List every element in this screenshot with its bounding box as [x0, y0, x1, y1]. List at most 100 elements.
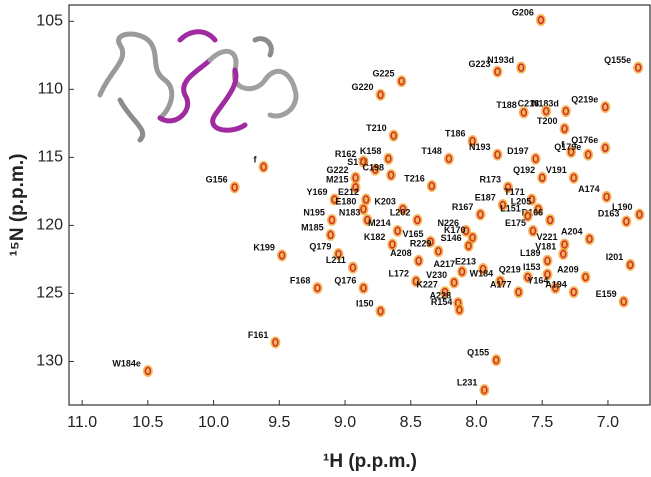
peak-label: Q192 [513, 165, 535, 175]
peak-label: T210 [366, 123, 387, 133]
peak [454, 303, 465, 316]
peak-label: Q219 [499, 264, 521, 274]
peak-label: Q179e [554, 142, 581, 152]
peak-label: E180 [335, 196, 356, 206]
peak [312, 281, 323, 294]
peak-label: G223 [468, 59, 490, 69]
peak [601, 190, 612, 203]
peak-label: G156 [206, 175, 228, 185]
peak-label: Q219e [571, 94, 598, 104]
peak [559, 122, 570, 135]
peak [621, 215, 632, 228]
peak [550, 281, 561, 294]
peak-center [623, 217, 630, 226]
peak-label: E213 [455, 256, 476, 266]
peak-center [627, 260, 634, 270]
peak [584, 233, 595, 246]
x-tick-label: 8.0 [465, 414, 487, 431]
y-tick-label: 120 [36, 217, 63, 234]
peak-label: L190 [612, 202, 633, 212]
peak-label: G206 [512, 7, 534, 17]
y-tick-label: 130 [36, 353, 63, 370]
peak-center [582, 272, 589, 282]
peak-label: A174 [578, 184, 600, 194]
peak-center [456, 305, 463, 315]
peak-center [504, 183, 512, 192]
peak [375, 305, 386, 318]
peak [411, 275, 422, 288]
peak [516, 61, 527, 74]
y-tick-label: 125 [36, 285, 63, 302]
peak-center [477, 210, 484, 219]
peak-label: K158 [360, 146, 382, 156]
peak-center [584, 150, 592, 159]
peak-center [364, 215, 371, 225]
peak [618, 295, 629, 308]
peak-label: N183 [339, 207, 361, 217]
peak-center [499, 200, 507, 210]
peak-center [387, 170, 395, 180]
peak-label: Q176e [571, 135, 598, 145]
peak-label: K203 [374, 196, 396, 206]
peak-label: T188 [496, 100, 517, 110]
peak [583, 148, 594, 161]
peak-label: C218 [518, 98, 540, 108]
peak-center [524, 272, 532, 282]
peak-center [561, 124, 568, 134]
peak-center [524, 211, 532, 221]
peak-center [559, 249, 567, 259]
peak-center [602, 143, 609, 153]
peak-label: C198 [363, 162, 385, 172]
peak-center [231, 183, 238, 192]
peak [492, 148, 503, 161]
peak [433, 245, 444, 258]
peak-label: T148 [421, 146, 442, 156]
peak [358, 203, 369, 216]
peak-center [496, 276, 504, 286]
peak-label: M214 [368, 218, 391, 228]
peak-center [445, 154, 453, 163]
peak [545, 213, 556, 226]
peak [522, 209, 533, 222]
peak [358, 155, 369, 168]
peak-label: T171 [504, 187, 525, 197]
peak-center [385, 154, 392, 163]
peak [449, 276, 460, 289]
peak-center [620, 297, 627, 306]
y-axis-title: ¹⁵N (p.p.m.) [7, 154, 28, 257]
x-axis-title: ¹H (p.p.m.) [323, 451, 417, 472]
peak-center [546, 215, 554, 225]
peak-center [552, 283, 559, 293]
peak-center [415, 256, 422, 266]
peak-center [517, 63, 525, 72]
x-tick-label: 10.0 [198, 414, 229, 431]
peak-center [462, 226, 470, 236]
x-tick-label: 8.5 [400, 414, 422, 431]
peak-center [544, 256, 551, 266]
peak [541, 105, 552, 118]
y-tick-label: 105 [36, 13, 63, 30]
peak [475, 208, 486, 221]
peak [362, 213, 373, 226]
peak [559, 238, 570, 251]
peak-label: M185 [301, 222, 324, 232]
peak [329, 193, 340, 206]
peak [528, 224, 539, 237]
peak-label: W184 [470, 269, 494, 279]
peak [387, 238, 398, 251]
peak-center [260, 162, 267, 172]
peak-center [528, 195, 535, 204]
peak-label: F161 [248, 330, 269, 340]
peak-center [372, 165, 379, 174]
peak-center [469, 233, 476, 242]
peak [463, 239, 474, 252]
peak-label: I153 [523, 262, 541, 272]
peak-label: L205 [511, 196, 532, 206]
peak-label: R162 [335, 149, 357, 159]
peak-label: R229 [410, 239, 432, 249]
peak [600, 101, 611, 114]
peak-center [428, 181, 436, 191]
peak-center [529, 226, 537, 236]
peak-center [494, 67, 501, 76]
